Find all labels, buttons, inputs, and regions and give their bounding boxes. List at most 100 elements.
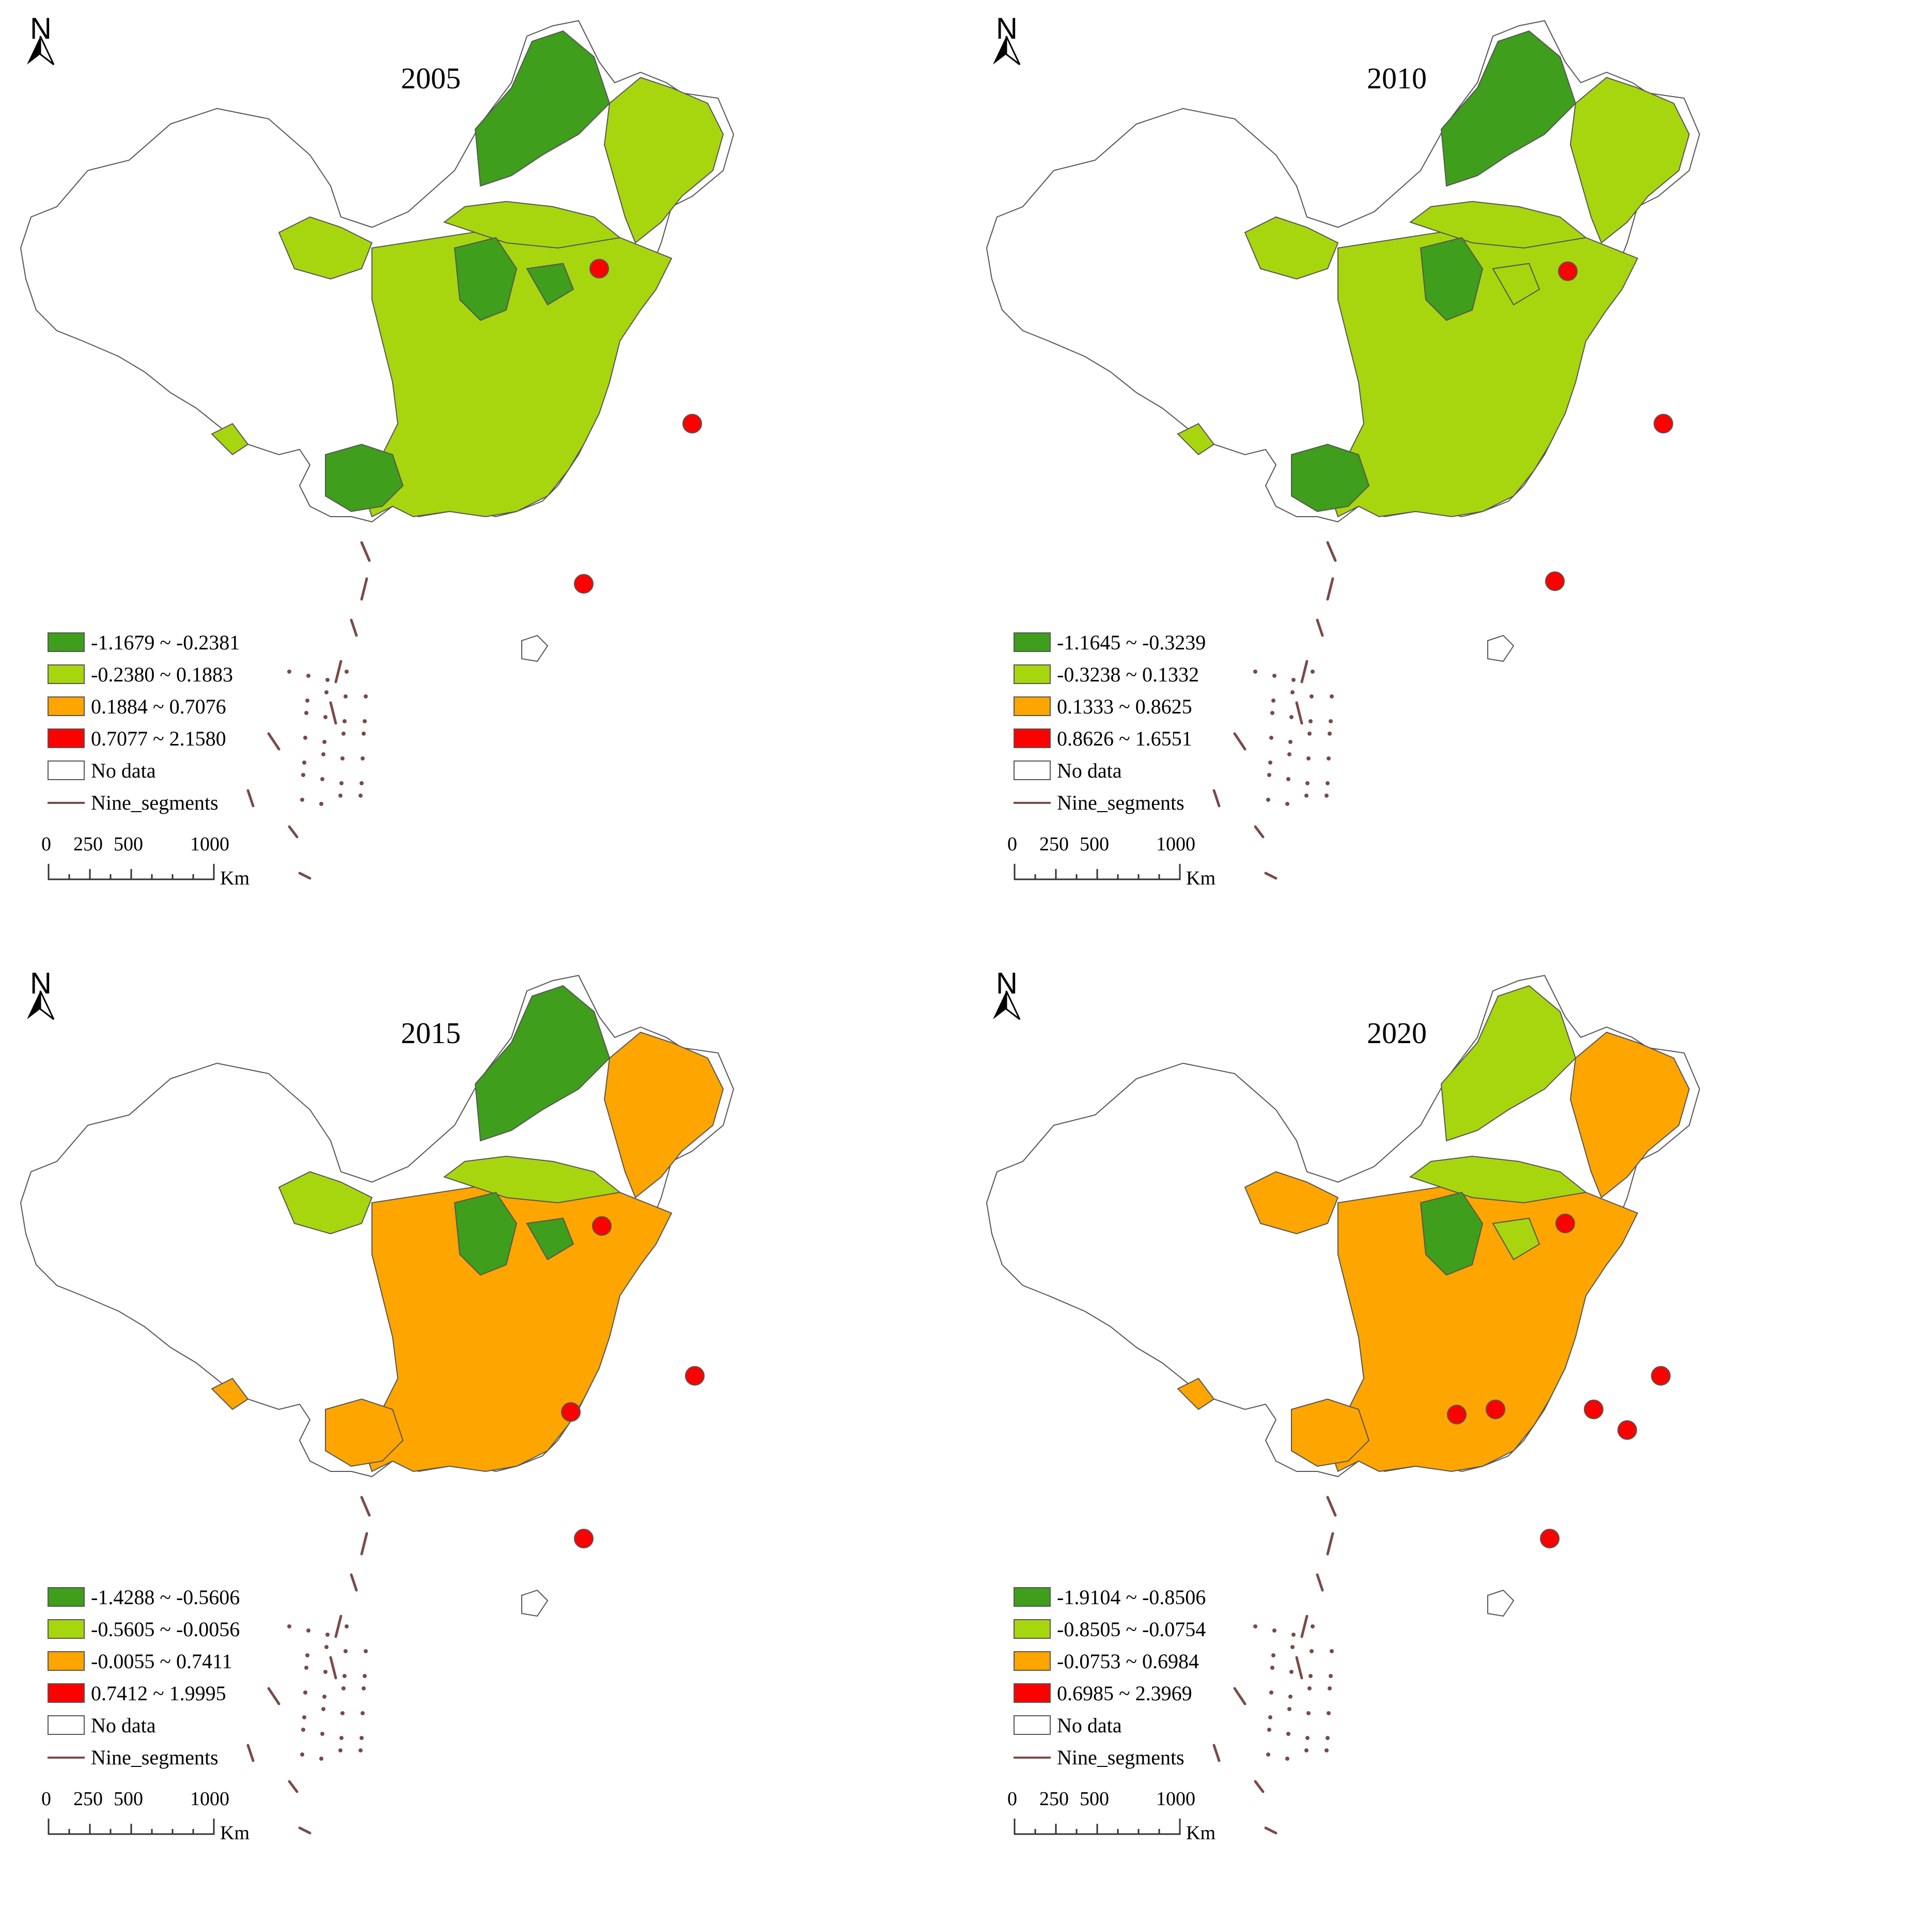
island-dot xyxy=(1271,699,1275,703)
north-arrow-label: N xyxy=(30,12,52,45)
region-sw xyxy=(325,1398,404,1467)
island-dot xyxy=(1272,674,1276,678)
north-arrow-label: N xyxy=(996,12,1018,45)
legend-swatch xyxy=(1014,761,1051,780)
hotspot-region xyxy=(685,1366,705,1386)
panel-year-title: 2005 xyxy=(401,61,461,95)
legend-label: -0.5605 ~ -0.0056 xyxy=(91,1617,240,1641)
island-dot xyxy=(324,690,329,694)
island-dot xyxy=(1327,756,1331,761)
map-panel-2020: N 2020 -1.9104 ~ -0.8506 -0.8505 ~ -0.07… xyxy=(966,955,1932,1909)
scale-tick-label: 1000 xyxy=(1156,833,1195,855)
region-hainan xyxy=(521,1589,549,1617)
island-dot xyxy=(323,715,328,719)
island-dot xyxy=(325,678,330,682)
island-dot xyxy=(1285,1757,1289,1761)
region-hainan xyxy=(1487,634,1515,662)
legend-swatch xyxy=(1014,664,1051,684)
legend-swatch xyxy=(1014,1683,1051,1703)
nine-segment-line xyxy=(298,1826,311,1835)
legend-label: 0.1333 ~ 0.8625 xyxy=(1057,694,1192,718)
island-dot xyxy=(1306,756,1311,761)
scale-unit: Km xyxy=(220,1822,250,1844)
island-dot xyxy=(1308,719,1313,723)
island-dot xyxy=(361,756,365,761)
island-dot xyxy=(300,1752,304,1757)
island-dot xyxy=(321,752,325,756)
hotspot-region xyxy=(1584,1400,1603,1419)
region-hainan xyxy=(521,634,549,662)
region-xj xyxy=(278,216,373,280)
legend-label: Nine_segments xyxy=(1057,1745,1185,1769)
island-dot xyxy=(359,1748,363,1752)
island-dot xyxy=(320,1732,324,1736)
island-dot xyxy=(1288,1695,1292,1699)
legend-label: Nine_segments xyxy=(91,790,219,814)
hotspot-region xyxy=(589,259,609,278)
island-dot xyxy=(301,1728,305,1732)
island-dot xyxy=(338,1748,342,1752)
island-dot xyxy=(339,781,344,785)
scale-tick-label: 250 xyxy=(73,833,103,855)
nine-segment-line xyxy=(1326,577,1334,601)
legend-item-class3: 0.1333 ~ 0.8625 xyxy=(1014,690,1192,722)
hotspot-region xyxy=(1540,1529,1560,1548)
island-dot xyxy=(1307,1686,1312,1690)
nine-segment-line xyxy=(246,1744,255,1762)
legend-item-class2: -0.3238 ~ 0.1332 xyxy=(1014,658,1199,690)
island-dot xyxy=(345,670,349,674)
region-east xyxy=(1327,1181,1639,1472)
island-dot xyxy=(287,670,291,674)
legend-item-class4: 0.7077 ~ 2.1580 xyxy=(48,722,226,754)
hotspot-region xyxy=(1617,1420,1637,1440)
scale-tick-label: 250 xyxy=(1039,1788,1069,1810)
island-dot xyxy=(363,1674,367,1678)
nine-segment-line xyxy=(1326,1532,1334,1556)
map-panel-2010: N 2010 -1.1645 ~ -0.3239 -0.3238 ~ 0.133… xyxy=(966,0,1932,954)
island-dot xyxy=(322,740,326,744)
island-dot xyxy=(340,756,345,761)
island-dot xyxy=(1311,1624,1315,1628)
nine-segment-line xyxy=(267,1687,281,1705)
nine-segment-line xyxy=(350,1573,358,1592)
scale-bar-graphic xyxy=(48,864,215,880)
region-green2 xyxy=(526,1217,574,1261)
island-dot xyxy=(287,1624,291,1628)
north-arrow-icon xyxy=(1005,990,1021,1020)
legend-label: No data xyxy=(1057,1713,1122,1737)
island-dot xyxy=(1272,1628,1276,1633)
legend-label: -1.4288 ~ -0.5606 xyxy=(91,1585,240,1609)
nine-segment-line xyxy=(1212,1744,1221,1762)
island-dot xyxy=(1267,773,1271,777)
legend-swatch xyxy=(1014,1715,1051,1735)
island-dot xyxy=(360,781,364,785)
island-dot xyxy=(1304,794,1308,798)
hotspot-region xyxy=(561,1402,581,1422)
island-dot xyxy=(1289,1670,1294,1674)
island-dot xyxy=(338,794,342,798)
scale-unit: Km xyxy=(1186,1822,1216,1844)
nine-segment-line xyxy=(360,577,368,601)
region-east xyxy=(361,1181,673,1472)
legend-item-no-data: No data xyxy=(48,754,156,786)
legend-item-no-data: No data xyxy=(1014,1709,1122,1741)
hotspot-region xyxy=(1545,571,1565,591)
region-ne xyxy=(603,1031,724,1199)
scale-tick-label: 0 xyxy=(41,833,51,855)
island-dot xyxy=(1330,1649,1334,1653)
legend-swatch xyxy=(1014,1619,1051,1639)
nine-segment-line xyxy=(1326,1496,1337,1517)
island-dot xyxy=(322,1695,326,1699)
nine-segment-line xyxy=(334,1615,342,1638)
north-arrow-icon xyxy=(27,36,40,65)
island-dot xyxy=(361,1711,365,1715)
legend-item-class4: 0.6985 ~ 2.3969 xyxy=(1014,1677,1192,1709)
island-dot xyxy=(364,1649,368,1653)
island-dot xyxy=(344,1649,348,1653)
region-east xyxy=(1327,226,1639,518)
hotspot-region xyxy=(1447,1405,1467,1424)
island-dot xyxy=(302,1715,306,1719)
island-dot xyxy=(364,694,368,699)
legend-label: -0.2380 ~ 0.1883 xyxy=(91,662,233,686)
scale-tick-label: 500 xyxy=(114,833,143,855)
